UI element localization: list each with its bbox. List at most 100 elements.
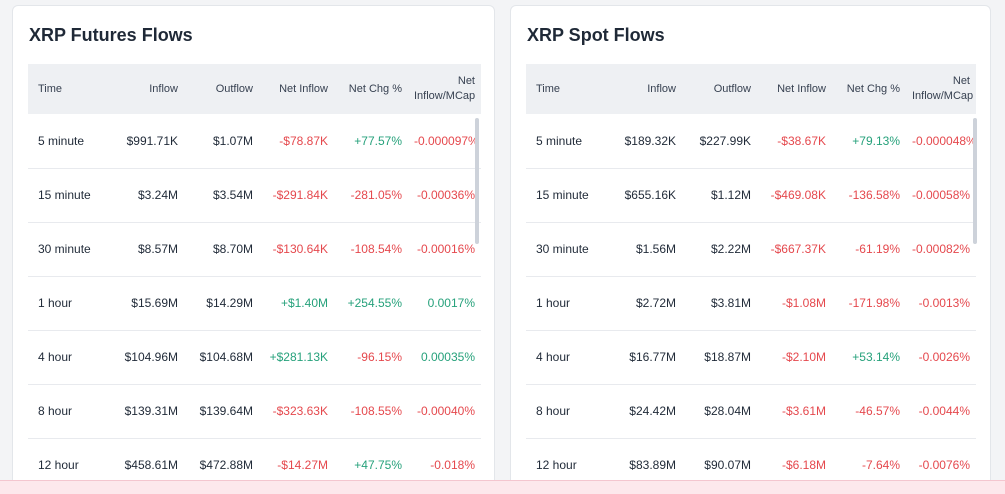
column-header-time[interactable]: Time (38, 82, 63, 95)
table-header-row: Time Inflow Outflow Net Inflow Net Chg %… (526, 64, 976, 114)
time-cell: 4 hour (38, 350, 73, 364)
net-inflow-cell: -$667.37K (770, 242, 826, 256)
table-row: 1 hour $2.72M $3.81M -$1.08M -171.98% -0.0013… (526, 276, 976, 330)
outflow-cell: $14.29M (206, 296, 253, 310)
table-row: 15 minute $3.24M $3.54M -$291.84K -281.05% -0… (28, 168, 481, 222)
outflow-cell: $28.04M (704, 404, 751, 418)
net-inflow-cell: -$1.08M (781, 296, 826, 310)
net-inflow-cell: -$469.08K (770, 188, 826, 202)
bottom-banner-strip (0, 480, 1005, 494)
outflow-cell: $472.88M (199, 458, 253, 472)
table-row: 8 hour $24.42M $28.04M -$3.61M -46.57% -0.004… (526, 384, 976, 438)
table-row: 1 hour $15.69M $14.29M +$1.40M +254.55% 0.001… (28, 276, 481, 330)
time-cell: 8 hour (536, 404, 571, 418)
time-cell: 1 hour (38, 296, 73, 310)
time-cell: 15 minute (38, 188, 91, 202)
net-chg-cell: -61.19% (855, 242, 900, 256)
time-cell: 15 minute (536, 188, 589, 202)
inflow-cell: $83.89M (629, 458, 676, 472)
net-inflow-mcap-cell: -0.00040% (416, 404, 475, 418)
time-cell: 1 hour (536, 296, 571, 310)
inflow-cell: $16.77M (629, 350, 676, 364)
net-inflow-mcap-cell: -0.00016% (416, 242, 475, 256)
table-row: 8 hour $139.31M $139.64M -$323.63K -108.55% -… (28, 384, 481, 438)
net-inflow-mcap-cell: -0.000097% (414, 133, 479, 148)
net-chg-cell: +79.13% (852, 133, 900, 148)
column-header-outflow[interactable]: Outflow (215, 82, 253, 95)
outflow-cell: $3.81M (710, 296, 751, 310)
outflow-cell: $1.07M (212, 133, 253, 148)
column-header-net-inflow-mcap[interactable]: Net Inflow/MCap (414, 75, 476, 102)
net-chg-cell: +77.57% (354, 133, 402, 148)
net-inflow-mcap-cell: -0.00082% (912, 242, 971, 256)
net-chg-cell: +47.75% (354, 458, 402, 472)
net-inflow-cell: -$6.18M (781, 458, 826, 472)
time-cell: 5 minute (38, 133, 85, 148)
table-row: 30 minute $1.56M $2.22M -$667.37K -61.19% -0.… (526, 222, 976, 276)
inflow-cell: $8.57M (137, 242, 178, 256)
net-inflow-mcap-cell: -0.00058% (912, 188, 971, 202)
table-row: 30 minute $8.57M $8.70M -$130.64K -108.54% -0… (28, 222, 481, 276)
net-inflow-cell: -$3.61M (781, 404, 826, 418)
net-chg-cell: +53.14% (852, 350, 900, 364)
inflow-cell: $1.56M (635, 242, 676, 256)
inflow-cell: $2.72M (635, 296, 676, 310)
net-chg-cell: +254.55% (347, 296, 402, 310)
scrollbar-thumb[interactable] (973, 118, 977, 244)
time-cell: 5 minute (536, 133, 583, 148)
net-inflow-cell: -$2.10M (781, 350, 826, 364)
outflow-cell: $2.22M (710, 242, 751, 256)
time-cell: 12 hour (38, 458, 79, 472)
column-header-net-chg[interactable]: Net Chg % (348, 82, 402, 95)
table-row: 15 minute $655.16K $1.12M -$469.08K -136.58%… (526, 168, 976, 222)
inflow-cell: $24.42M (629, 404, 676, 418)
spot-table-scroll[interactable]: Time Inflow Outflow Net Inflow Net Chg %… (526, 64, 976, 494)
column-header-inflow[interactable]: Inflow (149, 82, 178, 95)
net-inflow-mcap-cell: -0.018% (430, 458, 475, 472)
net-inflow-mcap-cell: -0.0076% (918, 458, 970, 472)
spot-flows-card: XRP Spot Flows Time Inflow Outflow Net I… (510, 5, 991, 494)
column-header-time[interactable]: Time (536, 82, 561, 95)
outflow-cell: $90.07M (704, 458, 751, 472)
outflow-cell: $8.70M (212, 242, 253, 256)
spot-flows-table: Time Inflow Outflow Net Inflow Net Chg %… (526, 64, 976, 493)
net-inflow-cell: -$38.67K (777, 133, 826, 148)
time-cell: 30 minute (536, 242, 589, 256)
column-header-inflow[interactable]: Inflow (647, 82, 676, 95)
card-title: XRP Spot Flows (527, 25, 665, 45)
outflow-cell: $1.12M (710, 188, 751, 202)
net-inflow-cell: -$130.64K (272, 242, 328, 256)
table-row: 4 hour $16.77M $18.87M -$2.10M +53.14% -0.002… (526, 330, 976, 384)
table-row: 5 minute $189.32K $227.99K -$38.67K +79.13% -… (526, 114, 976, 168)
outflow-cell: $3.54M (212, 188, 253, 202)
scrollbar-thumb[interactable] (475, 118, 479, 244)
net-inflow-cell: -$78.87K (279, 133, 328, 148)
column-header-outflow[interactable]: Outflow (713, 82, 751, 95)
inflow-cell: $3.24M (137, 188, 178, 202)
futures-table-scroll[interactable]: Time Inflow Outflow Net Inflow Net Chg %… (28, 64, 481, 494)
column-header-net-inflow[interactable]: Net Inflow (777, 82, 826, 95)
net-inflow-mcap-cell: 0.0017% (427, 296, 475, 310)
net-inflow-cell: -$291.84K (272, 188, 328, 202)
net-inflow-mcap-cell: -0.0044% (918, 404, 970, 418)
net-inflow-cell: -$323.63K (272, 404, 328, 418)
time-cell: 12 hour (536, 458, 577, 472)
futures-flows-card: XRP Futures Flows Time Inflow Outflow Ne… (12, 5, 495, 494)
net-chg-cell: -136.58% (848, 188, 900, 202)
time-cell: 30 minute (38, 242, 91, 256)
table-header-row: Time Inflow Outflow Net Inflow Net Chg %… (28, 64, 481, 114)
column-header-net-chg[interactable]: Net Chg % (846, 82, 900, 95)
inflow-cell: $189.32K (624, 133, 676, 148)
net-chg-cell: -171.98% (848, 296, 900, 310)
inflow-cell: $655.16K (624, 188, 676, 202)
outflow-cell: $104.68M (199, 350, 253, 364)
table-row: 4 hour $104.96M $104.68M +$281.13K -96.15% 0.… (28, 330, 481, 384)
net-inflow-cell: +$1.40M (280, 296, 328, 310)
column-header-net-inflow[interactable]: Net Inflow (279, 82, 328, 95)
net-chg-cell: -108.54% (350, 242, 402, 256)
net-chg-cell: -108.55% (350, 404, 402, 418)
net-inflow-cell: +$281.13K (269, 350, 328, 364)
net-chg-cell: -7.64% (861, 458, 900, 472)
net-inflow-cell: -$14.27M (277, 458, 328, 472)
column-header-net-inflow-mcap[interactable]: Net Inflow/MCap (912, 75, 974, 102)
